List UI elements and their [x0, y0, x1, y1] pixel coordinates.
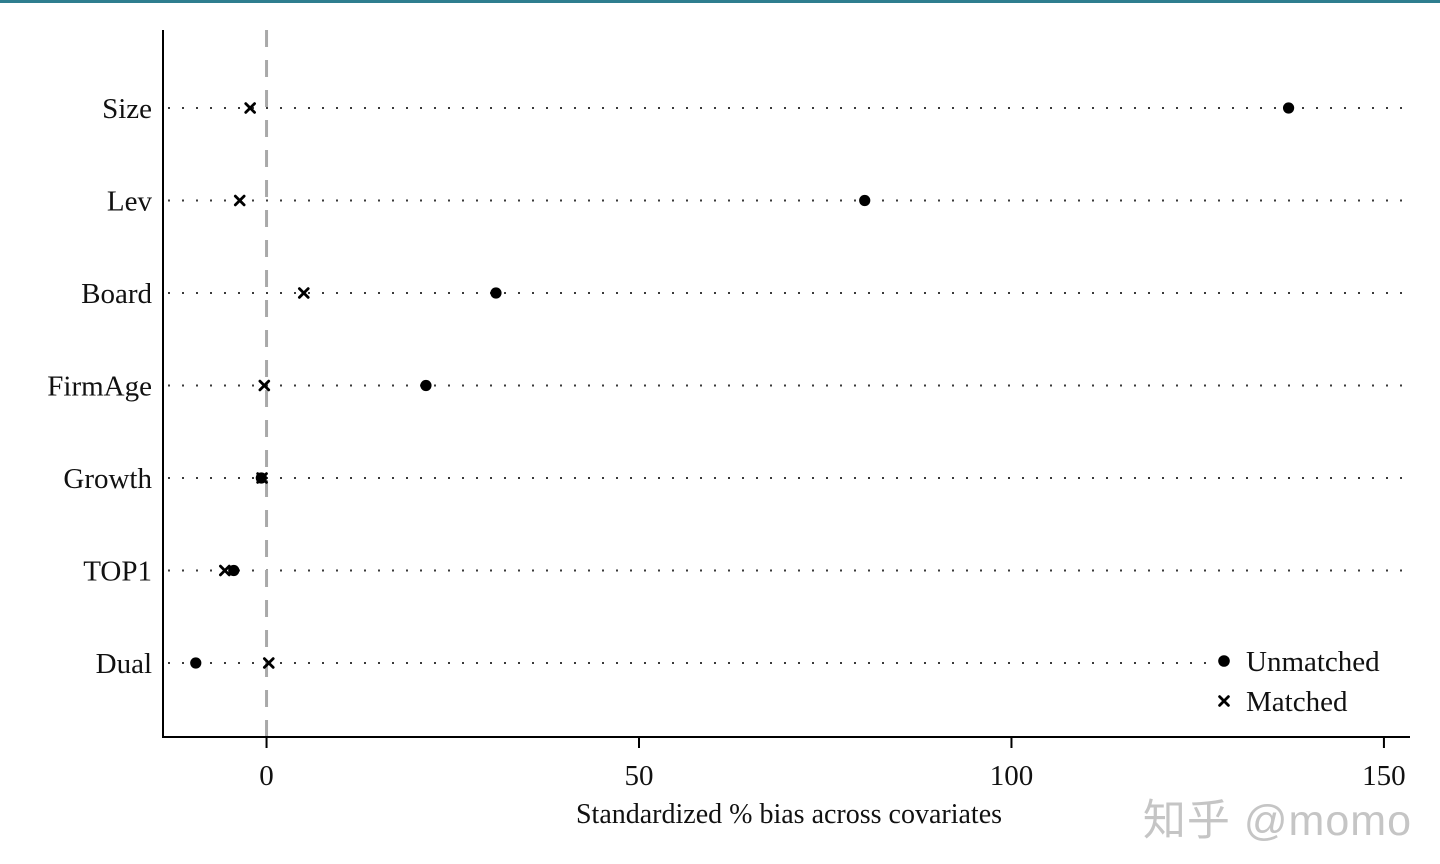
category-label-Lev: Lev	[107, 186, 153, 218]
legend-matched-x-icon	[1218, 695, 1230, 707]
legend-label-unmatched: Unmatched	[1246, 646, 1380, 678]
marker-matched-FirmAge	[258, 379, 271, 392]
x-tick-label-0: 0	[259, 760, 274, 792]
marker-unmatched-FirmAge	[420, 379, 432, 392]
category-label-Dual: Dual	[96, 648, 152, 680]
legend-unmatched-circle-icon	[1218, 655, 1230, 667]
marker-matched-Size	[244, 102, 256, 114]
x-tick-label-150: 150	[1362, 760, 1406, 792]
marker-unmatched-Board	[490, 287, 502, 299]
marker-unmatched-TOP1	[228, 564, 240, 577]
watermark: 知乎 @momo	[1142, 797, 1412, 845]
top-accent-bar	[0, 0, 1440, 3]
marker-unmatched-Dual	[190, 657, 202, 669]
marker-matched-Board	[297, 287, 310, 299]
legend-label-matched: Matched	[1246, 686, 1348, 718]
x-tick-label-50: 50	[625, 760, 654, 792]
category-label-TOP1: TOP1	[83, 556, 152, 588]
marker-matched-TOP1	[219, 564, 231, 577]
category-label-FirmAge: FirmAge	[47, 371, 152, 403]
marker-unmatched-Growth	[255, 472, 267, 484]
category-label-Growth: Growth	[63, 463, 152, 495]
marker-matched-Lev	[233, 194, 246, 207]
x-tick-label-100: 100	[990, 760, 1034, 792]
marker-matched-Dual	[262, 657, 275, 669]
marker-unmatched-Size	[1282, 102, 1295, 114]
category-label-Size: Size	[102, 93, 152, 125]
legend-background	[1208, 638, 1402, 722]
x-axis-title: Standardized % bias across covariates	[576, 799, 1002, 830]
marker-unmatched-Lev	[859, 194, 871, 207]
category-label-Board: Board	[81, 278, 152, 310]
